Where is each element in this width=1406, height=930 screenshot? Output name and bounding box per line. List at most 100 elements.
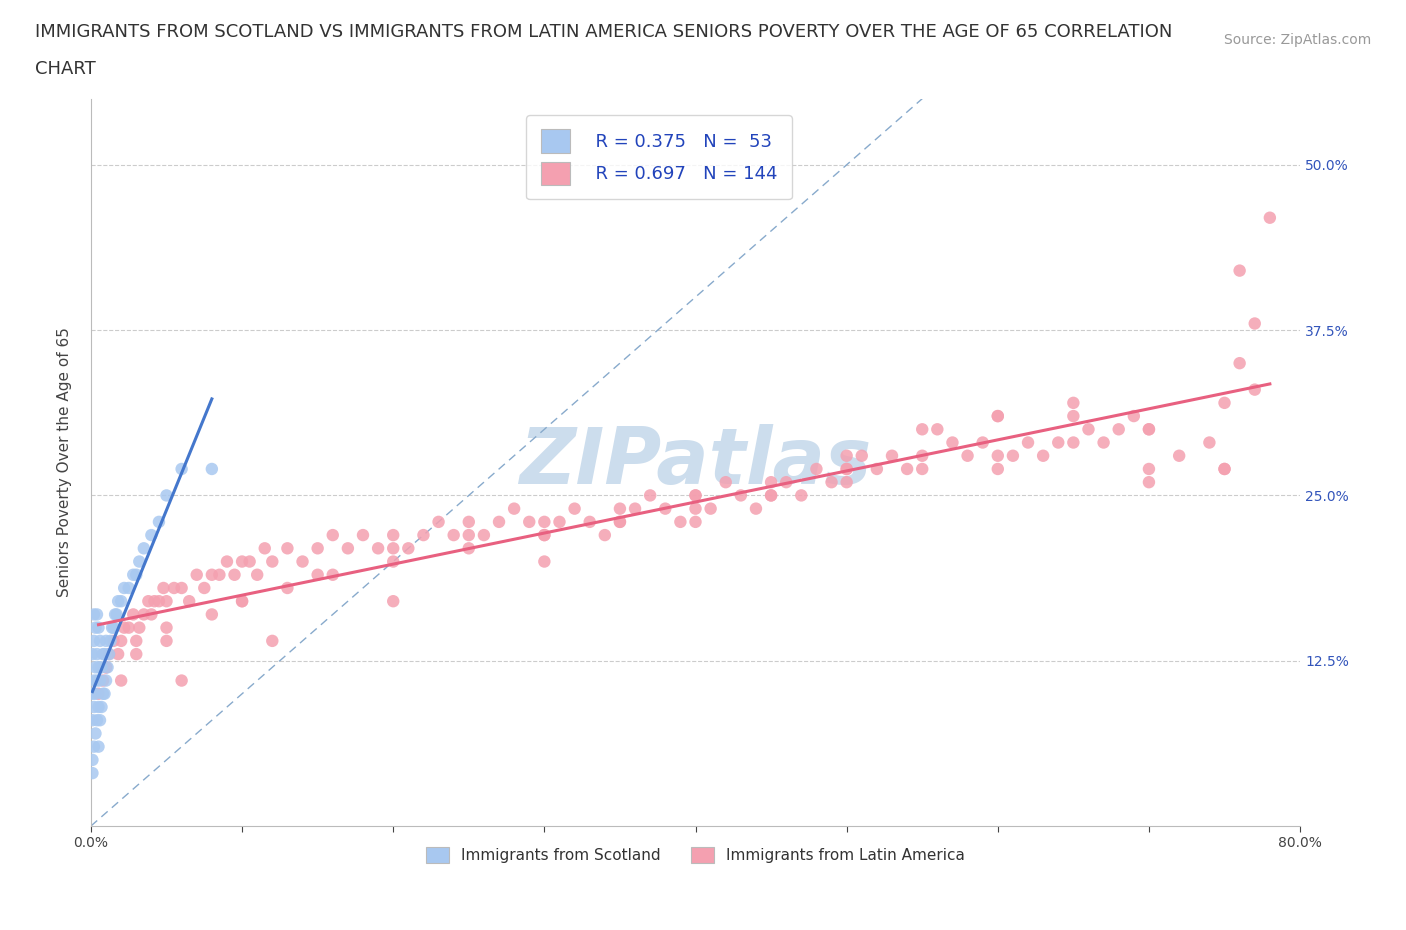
Point (122, 567, 145, 582)
Point (208, 567, 231, 582)
Point (128, 554, 150, 569)
Point (382, 541, 405, 556)
Point (1229, 263, 1251, 278)
Point (98, 646, 121, 661)
Point (100, 633, 122, 648)
Point (322, 527, 344, 542)
Point (927, 422, 949, 437)
Point (806, 461, 828, 476)
Point (128, 620, 150, 635)
Point (94, 660, 117, 675)
Point (1077, 422, 1099, 437)
Point (609, 514, 631, 529)
Point (835, 461, 858, 476)
Point (201, 567, 224, 582)
Point (533, 527, 555, 542)
Point (107, 646, 129, 661)
Point (457, 527, 479, 542)
Point (685, 488, 707, 503)
Point (82, 646, 104, 661)
Point (125, 633, 148, 648)
Point (1213, 395, 1236, 410)
Point (669, 514, 692, 529)
Point (911, 448, 934, 463)
Point (745, 501, 768, 516)
Point (83, 699, 105, 714)
Point (112, 620, 135, 635)
Point (1137, 461, 1160, 476)
Point (262, 554, 284, 569)
Point (1243, 382, 1265, 397)
Point (94, 633, 117, 648)
Point (89, 712, 111, 727)
Point (517, 514, 540, 529)
Text: Source: ZipAtlas.com: Source: ZipAtlas.com (1223, 33, 1371, 46)
Point (91, 673, 114, 688)
Point (759, 474, 782, 489)
Point (87, 686, 110, 701)
Point (609, 514, 631, 529)
Point (94, 673, 117, 688)
Point (472, 527, 495, 542)
Point (307, 541, 329, 556)
Point (87, 739, 110, 754)
Point (609, 501, 631, 516)
Point (775, 474, 797, 489)
Point (83, 633, 105, 648)
Point (1062, 408, 1084, 423)
Point (276, 580, 298, 595)
Point (82, 752, 104, 767)
Point (1137, 422, 1160, 437)
Point (382, 593, 405, 608)
Point (141, 527, 163, 542)
Point (533, 514, 555, 529)
Point (427, 514, 450, 529)
Point (593, 527, 616, 542)
Point (987, 461, 1010, 476)
Point (987, 408, 1010, 423)
Text: IMMIGRANTS FROM SCOTLAND VS IMMIGRANTS FROM LATIN AMERICA SENIORS POVERTY OVER T: IMMIGRANTS FROM SCOTLAND VS IMMIGRANTS F… (35, 23, 1173, 41)
Point (84, 620, 107, 635)
Point (1229, 356, 1251, 371)
Point (148, 593, 170, 608)
Point (820, 474, 842, 489)
Point (624, 501, 647, 516)
Point (1213, 461, 1236, 476)
Point (91, 686, 114, 701)
Point (699, 501, 721, 516)
Point (224, 567, 246, 582)
Point (155, 488, 177, 503)
Point (94, 660, 117, 675)
Point (956, 448, 979, 463)
Point (457, 514, 479, 529)
Point (1168, 448, 1191, 463)
Point (1062, 395, 1084, 410)
Point (87, 620, 110, 635)
Point (201, 461, 224, 476)
Point (122, 607, 145, 622)
Y-axis label: Seniors Poverty Over the Age of 65: Seniors Poverty Over the Age of 65 (58, 327, 72, 597)
Point (82, 712, 104, 727)
Point (125, 646, 148, 661)
Point (1258, 210, 1281, 225)
Point (84, 686, 107, 701)
Point (170, 461, 193, 476)
Point (1243, 316, 1265, 331)
Point (730, 488, 752, 503)
Point (1062, 435, 1084, 450)
Point (110, 593, 132, 608)
Text: ZIPatlas: ZIPatlas (519, 424, 872, 500)
Point (103, 633, 125, 648)
Point (231, 554, 253, 569)
Point (193, 580, 215, 595)
Point (1047, 435, 1070, 450)
Point (488, 514, 510, 529)
Point (89, 673, 111, 688)
Point (533, 527, 555, 542)
Point (201, 607, 224, 622)
Point (163, 580, 186, 595)
Point (291, 554, 314, 569)
Point (1137, 422, 1160, 437)
Point (86, 646, 108, 661)
Point (215, 554, 238, 569)
